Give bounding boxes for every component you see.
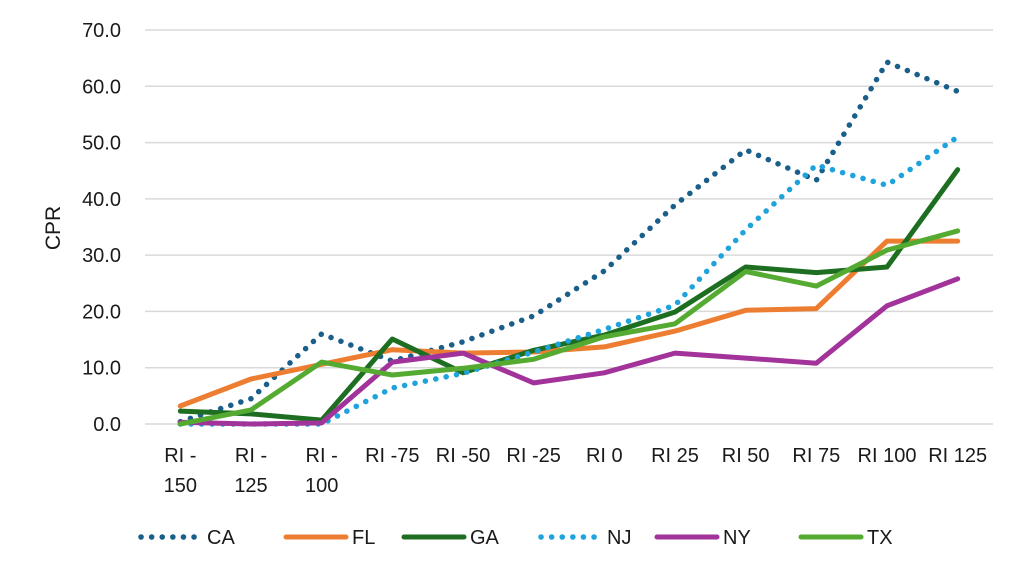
x-tick-label: RI 75 [792,445,840,467]
x-tick-label: RI 50 [722,445,770,467]
legend-label: NJ [607,527,631,549]
legend-item-ga: GA [401,527,500,549]
legend-item-nj: NJ [538,527,631,549]
x-tick-label-line: RI 25 [651,445,699,467]
x-tick-label-line: RI - [164,445,196,467]
y-tick-label: 50.0 [82,133,121,155]
x-tick-label: RI -25 [506,445,560,467]
y-tick-label: 10.0 [82,358,121,380]
x-tick-label: RI - 125 [234,445,267,497]
series-lines [177,59,961,427]
legend-label: FL [352,527,375,549]
x-tick-label: RI -75 [365,445,419,467]
x-tick-label-line: 125 [234,475,267,497]
x-tick-label: RI 125 [928,445,987,467]
legend: CA FL GA NJ NY TX [138,527,893,549]
x-tick-label-line: RI 75 [792,445,840,467]
x-tick-label: RI -50 [436,445,490,467]
x-tick-label-line: RI 0 [586,445,623,467]
x-tick-label: RI 100 [858,445,917,467]
y-tick-label: 70.0 [82,20,121,42]
x-tick-label-line: 150 [164,475,197,497]
legend-item-tx: TX [798,527,893,549]
y-axis-ticks: 0.0 10.0 20.0 30.0 40.0 50.0 60.0 70.0 [82,20,121,436]
x-tick-label-line: RI 50 [722,445,770,467]
x-tick-label-line: RI 100 [858,445,917,467]
legend-item-fl: FL [283,527,375,549]
x-axis-ticks: RI - 150 RI - 125 RI - 100 RI -75 RI -50 RI -25 R… [164,445,987,497]
x-tick-label-line: RI - [306,445,338,467]
y-tick-label: 40.0 [82,189,121,211]
y-tick-label: 30.0 [82,245,121,267]
x-tick-label: RI - 150 [164,445,197,497]
x-tick-label-line: 100 [305,475,338,497]
x-tick-label: RI 0 [586,445,623,467]
gridlines [145,29,993,425]
legend-label: GA [470,527,500,549]
y-tick-label: 0.0 [93,414,121,436]
legend-item-ca: CA [138,527,235,549]
legend-label: NY [723,527,751,549]
series-line-ca [177,59,961,425]
legend-label: CA [207,527,235,549]
x-tick-label-line: RI -25 [506,445,560,467]
series-line-ny [177,276,961,427]
y-axis-label: CPR [42,206,65,250]
x-tick-label-line: RI - [235,445,267,467]
x-tick-label-line: RI -75 [365,445,419,467]
legend-item-ny: NY [654,527,751,549]
x-tick-label-line: RI 125 [928,445,987,467]
y-tick-label: 60.0 [82,76,121,98]
x-tick-label: RI 25 [651,445,699,467]
y-tick-label: 20.0 [82,301,121,323]
series-line-tx [177,228,961,427]
legend-label: TX [867,527,893,549]
x-tick-label-line: RI -50 [436,445,490,467]
x-tick-label: RI - 100 [305,445,338,497]
